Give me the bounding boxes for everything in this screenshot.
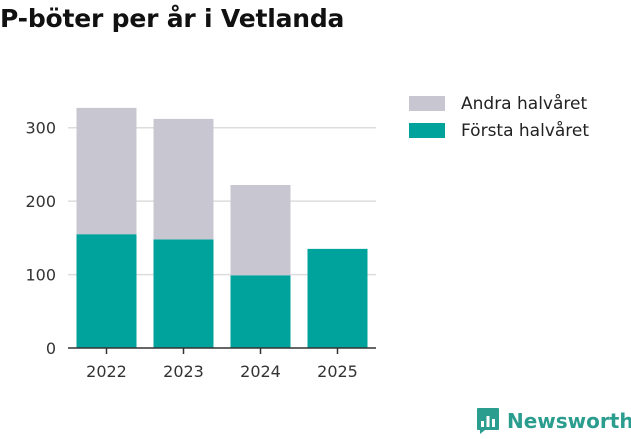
legend-swatch-andra [409, 96, 445, 111]
x-tick-label-2025: 2025 [317, 362, 358, 381]
legend-item-forsta-halvaret: Första halvåret [409, 117, 589, 144]
legend: Andra halvåret Första halvåret [409, 90, 589, 144]
y-tick-label-100: 100 [25, 266, 56, 285]
legend-swatch-forsta [409, 123, 445, 138]
brand-logo: Newsworthy [476, 407, 631, 435]
y-tick-label-300: 300 [25, 119, 56, 138]
legend-label-andra: Andra halvåret [461, 93, 588, 114]
legend-label-forsta: Första halvåret [461, 120, 590, 141]
newsworthy-logo-icon [477, 408, 499, 434]
x-tick-label-2024: 2024 [240, 362, 281, 381]
bar-2024-andra [230, 184, 291, 276]
brand-name: Newsworthy [507, 409, 631, 433]
legend-item-andra-halvaret: Andra halvåret [409, 90, 589, 117]
axes: 0 100 200 300 2022 2023 2024 2025 [25, 119, 376, 381]
bar-2024-forsta [230, 275, 291, 348]
y-tick-label-0: 0 [46, 339, 56, 358]
bar-2022-forsta [76, 234, 137, 348]
x-tick-label-2023: 2023 [163, 362, 204, 381]
x-tick-label-2022: 2022 [86, 362, 127, 381]
bars [76, 107, 368, 348]
bar-2023-andra [153, 118, 214, 240]
bar-2023-forsta [153, 239, 214, 348]
bar-2025-forsta [307, 248, 368, 348]
bar-2022-andra [76, 107, 137, 235]
chart-title: P-böter per år i Vetlanda [0, 4, 345, 33]
y-tick-label-200: 200 [25, 192, 56, 211]
